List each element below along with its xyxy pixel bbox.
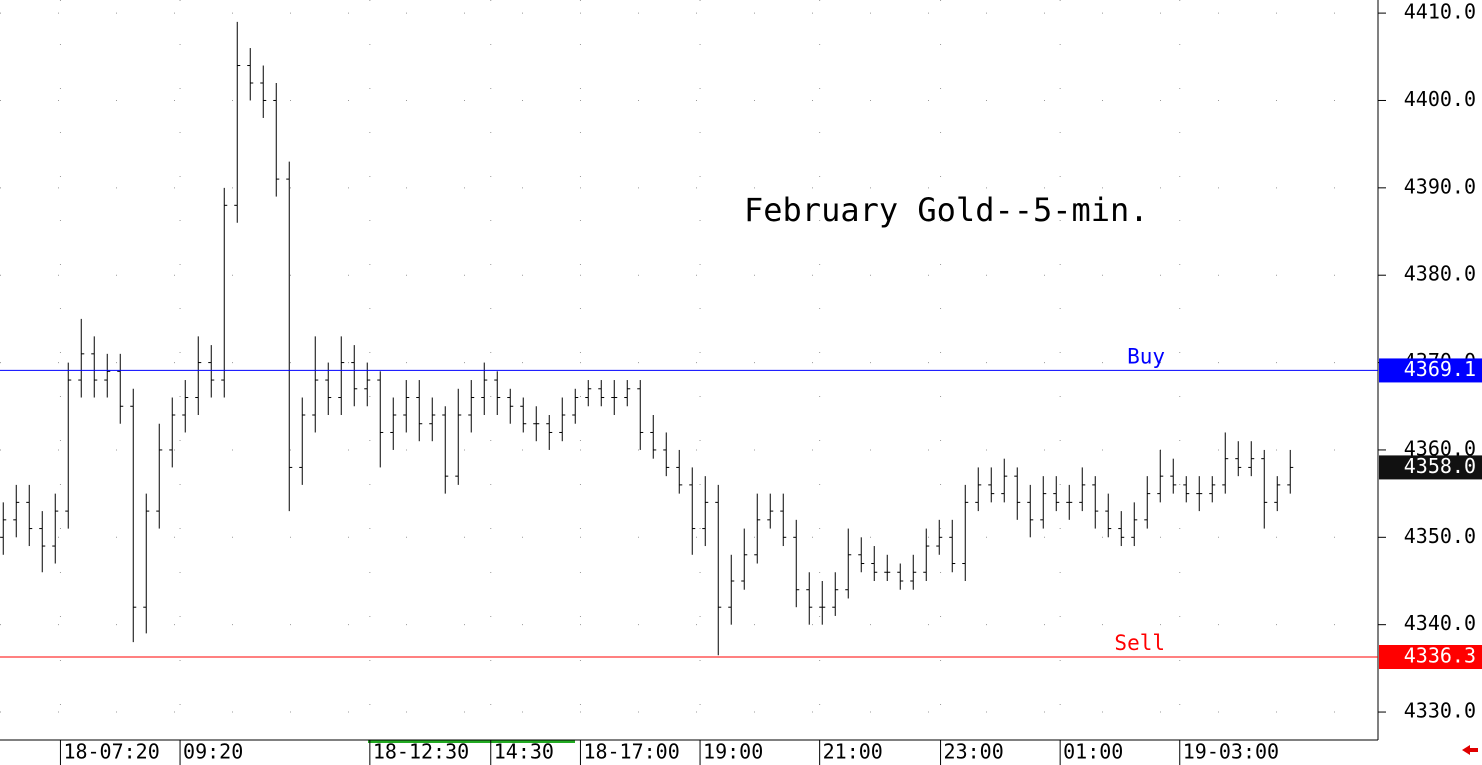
y-tick-label: 4390.0 (1404, 174, 1476, 198)
x-tick-label: 18-17:00 (583, 740, 679, 764)
last-price-box (1379, 455, 1482, 480)
level-value: 4369.1 (1404, 357, 1476, 381)
level-name: Buy (1127, 344, 1165, 368)
y-tick-label: 4400.0 (1404, 87, 1476, 111)
x-tick-label: 21:00 (823, 740, 883, 764)
y-tick-label: 4330.0 (1404, 699, 1476, 723)
session-highlight (368, 740, 575, 743)
x-tick-label: 01:00 (1063, 740, 1123, 764)
level-value: 4336.3 (1404, 644, 1476, 668)
x-tick-label: 18-12:30 (373, 740, 469, 764)
level-name: Sell (1114, 631, 1165, 655)
chart-title: February Gold--5-min. (744, 191, 1149, 229)
y-tick-label: 4380.0 (1404, 262, 1476, 286)
x-tick-label: 23:00 (944, 740, 1004, 764)
x-tick-label: 18-07:20 (63, 740, 159, 764)
x-tick-label: 09:20 (183, 740, 243, 764)
x-tick-label: 19:00 (703, 740, 763, 764)
x-tick-label: 19-03:00 (1183, 740, 1279, 764)
scroll-arrow[interactable] (1462, 745, 1478, 755)
y-tick-label: 4410.0 (1404, 0, 1476, 24)
last-price: 4358.0 (1404, 454, 1476, 478)
level-box (1379, 645, 1482, 670)
level-box (1379, 358, 1482, 383)
x-tick-label: 14:30 (494, 740, 554, 764)
y-tick-label: 4350.0 (1404, 524, 1476, 548)
y-tick-label: 4340.0 (1404, 611, 1476, 635)
